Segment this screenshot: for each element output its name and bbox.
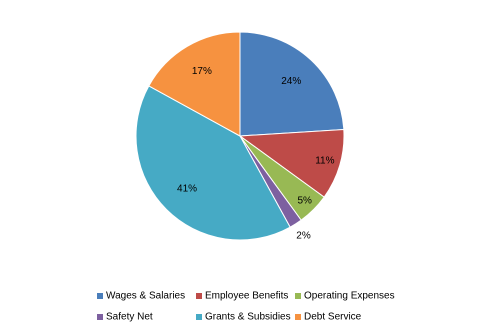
pie-slice — [238, 128, 345, 198]
pie-slice — [135, 85, 291, 241]
data-label: 24% — [281, 76, 301, 87]
legend-label: Grants & Subsidies — [205, 312, 291, 323]
legend-marker — [196, 293, 202, 299]
data-label: 2% — [296, 231, 311, 242]
legend-marker — [295, 314, 301, 320]
legend-label: Debt Service — [304, 312, 362, 323]
pie-slice — [148, 31, 241, 137]
legend-marker — [295, 293, 301, 299]
legend-marker — [97, 314, 103, 320]
legend-label: Employee Benefits — [205, 291, 288, 302]
legend-label: Wages & Salaries — [106, 291, 185, 302]
data-label: 5% — [297, 195, 312, 206]
data-label: 17% — [192, 66, 212, 77]
legend-label: Operating Expenses — [304, 291, 395, 302]
data-label: 41% — [177, 184, 197, 195]
legend-marker — [97, 293, 103, 299]
legend-marker — [196, 314, 202, 320]
data-label: 11% — [315, 155, 334, 166]
legend-label: Safety Net — [106, 312, 153, 323]
pie-slice — [239, 31, 345, 137]
